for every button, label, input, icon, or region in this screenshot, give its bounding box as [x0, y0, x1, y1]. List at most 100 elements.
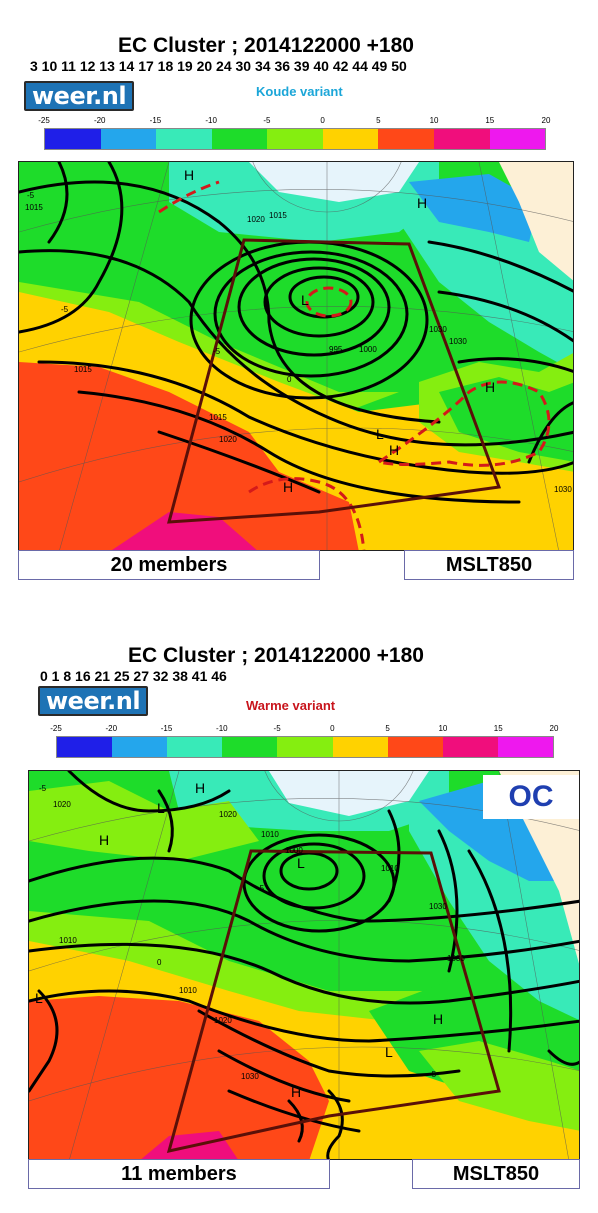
colorbar-swatch — [112, 737, 168, 757]
isobar-label: 1030 — [241, 1072, 259, 1081]
isobar-label: 1015 — [74, 365, 92, 374]
variant-label: Koude variant — [256, 84, 343, 99]
members-count-box: 11 members — [28, 1159, 330, 1189]
isobar-label: 1015 — [269, 211, 287, 220]
isobar-label: 1000 — [359, 345, 377, 354]
colorbar-tick: 15 — [493, 724, 503, 733]
temp-band-blue-east — [419, 781, 569, 881]
high-pressure-marker: H — [184, 167, 194, 183]
weer-nl-logo[interactable]: weer.nl — [24, 81, 135, 111]
high-pressure-marker: H — [417, 195, 427, 211]
colorbar-swatch — [277, 737, 333, 757]
colorbar-tick: -20 — [93, 116, 106, 125]
cluster-panel-warm: EC Cluster ; 2014122000 +180 0 1 8 16 21… — [0, 610, 598, 1213]
colorbar-tick: -15 — [149, 116, 162, 125]
temp-band-ice — [269, 771, 429, 816]
isobar-label: 1010 — [381, 864, 399, 873]
panel-title: EC Cluster ; 2014122000 +180 — [128, 644, 424, 667]
colorbar-tick: -10 — [205, 116, 217, 125]
high-pressure-marker: H — [433, 1011, 443, 1027]
temperature-labels: -5 -5 0 -5 — [39, 784, 437, 1079]
colorbar-tick: 20 — [541, 116, 551, 125]
colorbar-swatch — [442, 737, 498, 757]
variant-label: Warme variant — [246, 698, 336, 713]
field-name-box: MSLT850 — [412, 1159, 580, 1189]
weather-map-warm[interactable]: 1020 1020 1010 1000 1010 1010 1010 1020 … — [28, 770, 580, 1160]
temp-label: -5 — [27, 191, 35, 200]
colorbar-tick: -15 — [160, 724, 173, 733]
isobar-label: 1020 — [219, 435, 237, 444]
temp-label: -5 — [257, 884, 265, 893]
members-list: 0 1 8 16 21 25 27 32 38 41 46 — [40, 668, 227, 684]
graticule — [29, 771, 579, 1159]
colorbar-tick: 5 — [385, 724, 390, 733]
isobar-label: 1020 — [219, 810, 237, 819]
high-pressure-marker: H — [99, 832, 109, 848]
isobar-label: 1000 — [285, 846, 303, 855]
isobar-label: 1020 — [247, 215, 265, 224]
temp-label: -5 — [39, 784, 47, 793]
colorbar-swatch — [57, 737, 113, 757]
colorbar-tick: -25 — [50, 724, 62, 733]
colorbar-swatches — [56, 736, 554, 758]
isobar-label: 1030 — [449, 337, 467, 346]
weer-nl-logo[interactable]: weer.nl — [38, 686, 149, 716]
colorbar-swatch — [497, 737, 553, 757]
isobar-label: 1010 — [261, 830, 279, 839]
high-pressure-marker: H — [485, 379, 495, 395]
pressure-labels: 1015 1020 1015 995 1000 1015 1020 1015 1… — [25, 203, 572, 494]
panel-title: EC Cluster ; 2014122000 +180 — [118, 34, 414, 57]
colorbar-swatch — [156, 129, 212, 149]
members-count-box: 20 members — [18, 550, 320, 580]
isobar-label: 1010 — [59, 936, 77, 945]
temperature-labels: -5 0 -5 -5 — [27, 191, 292, 384]
colorbar-tick: 0 — [330, 724, 335, 733]
isobar-label: 1030 — [429, 325, 447, 334]
colorbar-swatch — [222, 737, 278, 757]
colorbar-swatch — [489, 129, 546, 149]
high-pressure-marker: H — [389, 442, 399, 458]
isobars — [29, 771, 579, 1159]
weather-map-cold[interactable]: 1015 1020 1015 995 1000 1015 1020 1015 1… — [18, 161, 574, 551]
isobars — [19, 162, 573, 504]
low-pressure-marker: L — [157, 800, 165, 816]
isobar-label: 1030 — [429, 902, 447, 911]
temp-label: -5 — [429, 1070, 437, 1079]
isobar-label: 1015 — [25, 203, 43, 212]
low-pressure-marker: L — [301, 292, 309, 308]
isobar-label: 1015 — [209, 413, 227, 422]
colorbar-tick: 10 — [438, 724, 448, 733]
colorbar-tick: 0 — [320, 116, 325, 125]
colorbar-swatch — [378, 129, 434, 149]
high-pressure-marker: H — [291, 1084, 301, 1100]
temp-label: 0 — [287, 375, 292, 384]
colorbar-tick: 20 — [549, 724, 559, 733]
colorbar-swatches — [44, 128, 546, 150]
high-pressure-marker: H — [195, 780, 205, 796]
isobar-label: 1020 — [214, 1016, 232, 1025]
pressure-labels: 1020 1020 1010 1000 1010 1010 1010 1020 … — [53, 800, 465, 1081]
isobar-label: 1030 — [447, 954, 465, 963]
graticule — [19, 162, 573, 550]
colorbar-tick: -20 — [105, 724, 118, 733]
pressure-centers: H H L H L H H — [184, 167, 495, 495]
low-pressure-marker: L — [385, 1044, 393, 1060]
isobar-label: 1020 — [53, 800, 71, 809]
colorbar-tick: 15 — [485, 116, 495, 125]
temp-label: 0 — [157, 958, 162, 967]
temp-band-lime-north — [29, 781, 259, 861]
low-pressure-marker: L — [297, 855, 305, 871]
temp-band-lime-mid — [29, 911, 429, 1031]
colorbar-tick: -5 — [273, 724, 281, 733]
colorbar-swatch — [332, 737, 388, 757]
land-patch — [499, 771, 579, 964]
freezing-line — [158, 180, 551, 550]
colorbar-swatch — [211, 129, 268, 149]
temp-label: -5 — [213, 347, 221, 356]
colorbar-swatch — [267, 129, 323, 149]
temp-label: -5 — [61, 305, 69, 314]
colorbar-tick: -5 — [263, 116, 271, 125]
colorbar-tick: 5 — [376, 116, 381, 125]
colorbar-swatch — [100, 129, 157, 149]
colorbar-tick: 10 — [429, 116, 439, 125]
